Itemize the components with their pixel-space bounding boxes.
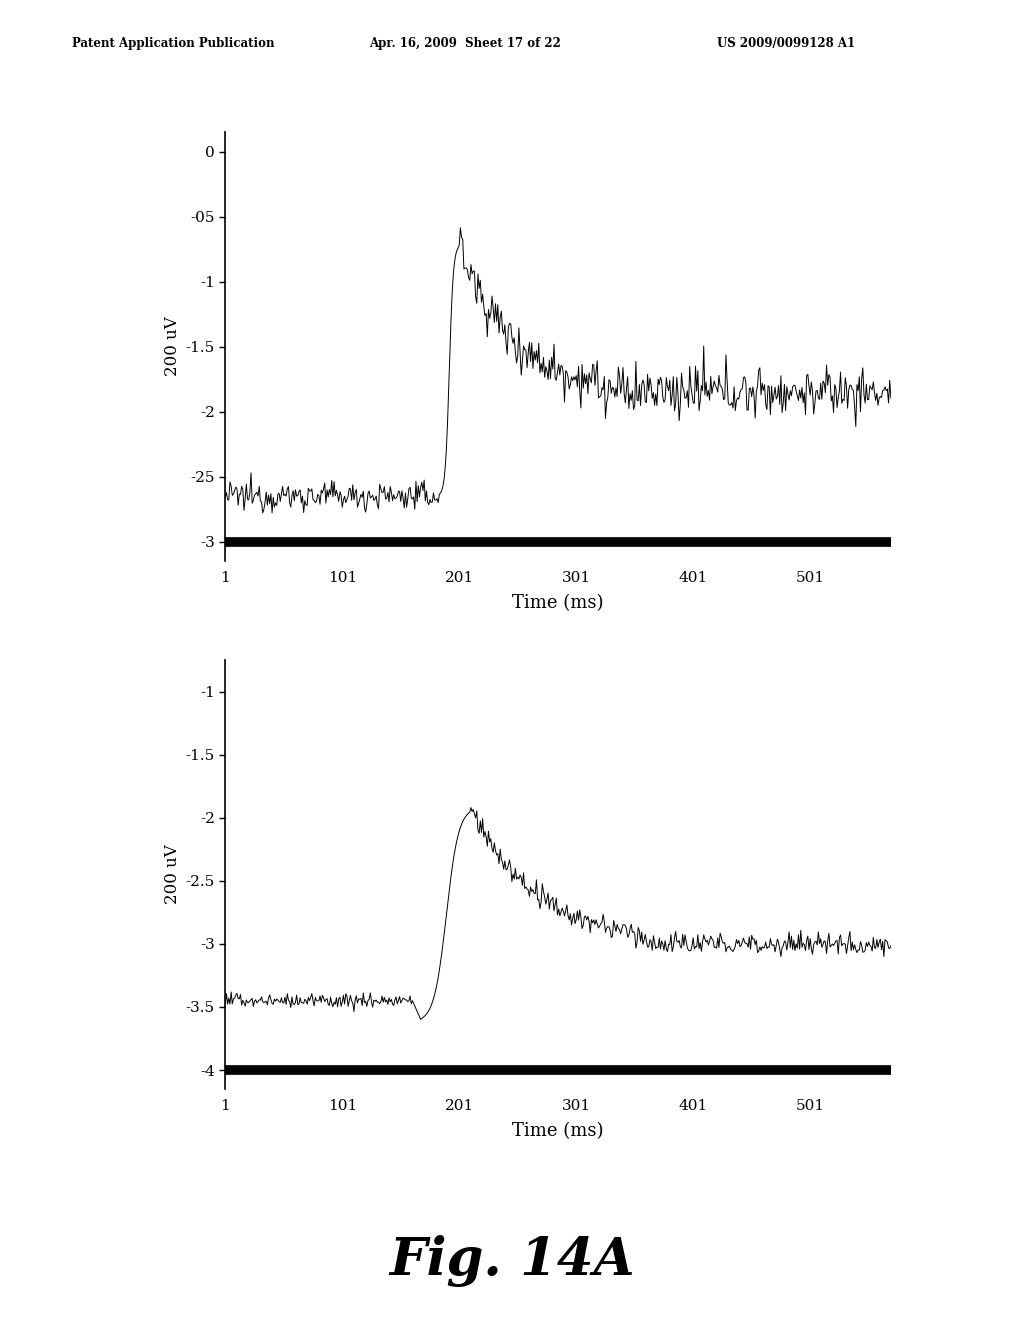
Text: Apr. 16, 2009  Sheet 17 of 22: Apr. 16, 2009 Sheet 17 of 22 [369,37,560,50]
X-axis label: Time (ms): Time (ms) [512,1122,604,1139]
Y-axis label: 200 uV: 200 uV [165,317,181,376]
Text: Patent Application Publication: Patent Application Publication [72,37,274,50]
Text: US 2009/0099128 A1: US 2009/0099128 A1 [717,37,855,50]
X-axis label: Time (ms): Time (ms) [512,594,604,611]
Y-axis label: 200 uV: 200 uV [165,845,181,904]
Text: Fig. 14A: Fig. 14A [389,1236,635,1287]
